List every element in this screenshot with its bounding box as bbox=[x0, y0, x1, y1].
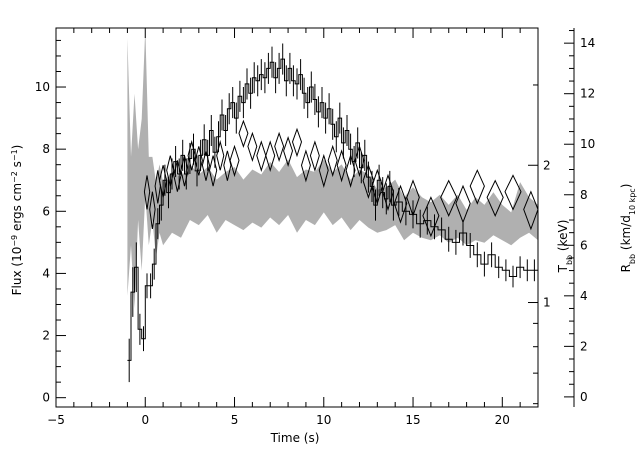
y-left-tick-label: 10 bbox=[35, 80, 50, 94]
temperature-point bbox=[216, 139, 225, 171]
temperature-point bbox=[504, 174, 522, 211]
radius-band-layer bbox=[127, 28, 539, 309]
temperature-point bbox=[274, 131, 285, 163]
y-left-tick-label: 4 bbox=[42, 266, 50, 280]
x-tick-label: 0 bbox=[141, 413, 149, 427]
temperature-point bbox=[180, 155, 189, 187]
x-tick-label: 15 bbox=[405, 413, 420, 427]
temperature-point bbox=[422, 196, 440, 238]
y-right-inner-tick-label: 1 bbox=[543, 296, 551, 310]
temperature-point bbox=[201, 150, 211, 181]
temperature-point bbox=[406, 179, 420, 218]
y-right-inner-tick-label: 2 bbox=[543, 158, 551, 172]
x-tick-label: −5 bbox=[47, 413, 65, 427]
temperature-point bbox=[265, 140, 276, 173]
temperature-point bbox=[309, 140, 320, 173]
y-right-inner-axis-title: Tbb (keV) bbox=[556, 220, 574, 274]
temperature-point bbox=[208, 155, 218, 187]
temperature-point bbox=[158, 165, 168, 198]
y-left-title-exp-2: −2 bbox=[10, 171, 19, 183]
r-bb-symbol: R bbox=[619, 264, 633, 272]
y-left-tick-label: 0 bbox=[42, 391, 50, 405]
temperature-point bbox=[345, 153, 356, 188]
temperature-point bbox=[327, 144, 338, 178]
temperature-point bbox=[382, 173, 394, 212]
y-right-outer-tick-label: 10 bbox=[580, 137, 595, 151]
y-left-title-exp-1: −1 bbox=[10, 149, 19, 161]
t-bb-unit: (keV) bbox=[556, 220, 570, 255]
y-right-outer-tick-label: 12 bbox=[580, 87, 595, 101]
temperature-point bbox=[486, 179, 504, 217]
temperature-point bbox=[393, 184, 408, 224]
y-left-title-part-flux: Flux (10 bbox=[10, 247, 24, 296]
temperature-point bbox=[455, 184, 471, 224]
y-right-outer-tick-label: 4 bbox=[580, 289, 588, 303]
r-bb-subscript: bb bbox=[628, 254, 637, 264]
plot-frame bbox=[55, 27, 539, 408]
temperature-point bbox=[238, 119, 249, 148]
t-bb-subscript: bb bbox=[565, 255, 574, 265]
y-left-tick-label: 2 bbox=[42, 329, 50, 343]
temperature-point bbox=[469, 169, 485, 205]
temperature-point bbox=[291, 127, 303, 158]
y-left-tick-label: 8 bbox=[42, 142, 50, 156]
r-bb-unit-subscript: 10 kpc bbox=[628, 188, 637, 215]
y-left-title-part-close: ) bbox=[10, 145, 24, 150]
y-left-tick-label: 6 bbox=[42, 204, 50, 218]
y-left-title-exp-9: −9 bbox=[10, 235, 19, 247]
temperature-point bbox=[149, 191, 156, 229]
temperature-point bbox=[256, 140, 267, 173]
temperature-point bbox=[173, 160, 182, 192]
t-bb-symbol: T bbox=[556, 264, 570, 273]
y-right-outer-tick-label: 14 bbox=[580, 36, 595, 50]
y-left-title-part-s: s bbox=[10, 161, 24, 171]
temperature-point bbox=[143, 175, 151, 210]
y-left-axis-title: Flux (10−9 ergs cm−2 s−1) bbox=[10, 145, 25, 296]
x-axis-title: Time (s) bbox=[270, 431, 320, 445]
r-bb-unit-open: (km/d bbox=[619, 215, 633, 254]
temperature-point bbox=[223, 150, 232, 181]
temperature-point bbox=[371, 168, 384, 206]
y-right-outer-tick-label: 0 bbox=[580, 390, 588, 404]
radius-band bbox=[127, 28, 539, 309]
temperature-series-layer bbox=[143, 119, 539, 238]
temperature-point bbox=[354, 144, 365, 178]
y-right-outer-tick-label: 6 bbox=[580, 238, 588, 252]
temperature-point bbox=[318, 153, 329, 188]
r-bb-unit-close: ) bbox=[619, 184, 633, 189]
x-tick-label: 10 bbox=[316, 413, 331, 427]
y-left-title-part-ergs: ergs cm bbox=[10, 183, 24, 235]
temperature-point bbox=[247, 131, 258, 163]
temperature-point bbox=[187, 139, 196, 171]
temperature-point bbox=[166, 155, 175, 187]
temperature-point bbox=[300, 149, 311, 183]
temperature-point bbox=[336, 149, 347, 183]
temperature-point bbox=[194, 146, 203, 176]
y-right-outer-axis-title: Rbb (km/d10 kpc) bbox=[619, 184, 637, 273]
y-right-outer-tick-label: 2 bbox=[580, 339, 588, 353]
y-right-outer-tick-label: 8 bbox=[580, 188, 588, 202]
temperature-point bbox=[440, 179, 458, 217]
x-tick-label: 20 bbox=[495, 413, 510, 427]
x-tick-label: 5 bbox=[231, 413, 239, 427]
temperature-point bbox=[283, 136, 294, 167]
temperature-point bbox=[229, 144, 240, 178]
